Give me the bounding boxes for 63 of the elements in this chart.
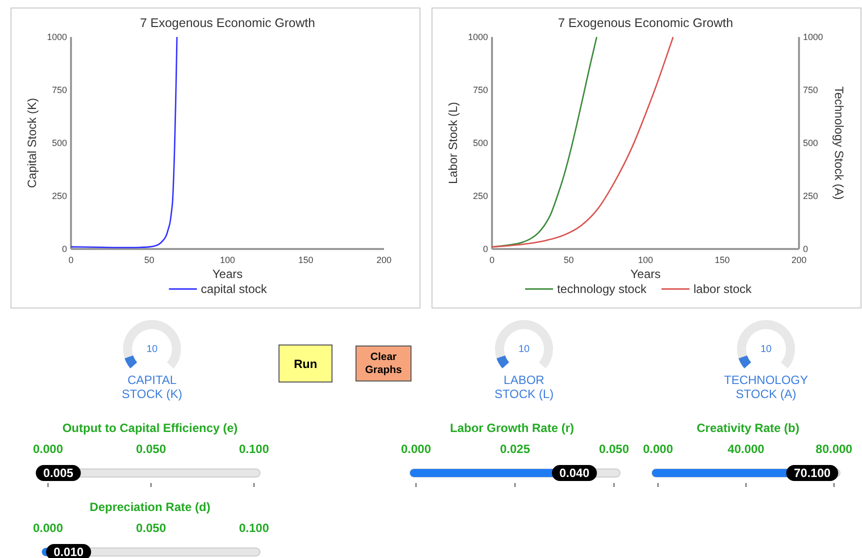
y2-tick-label: 750 [803,85,818,95]
text: 0.050 [598,442,630,456]
text: Creativity Rate (b) [696,421,800,435]
x-tick-label: 50 [564,255,574,265]
chart-title: 7 Exogenous Economic Growth [140,16,316,30]
x-axis-title: Years [212,267,243,281]
y-tick-label: 500 [472,138,488,148]
text: 0.000 [32,521,64,535]
text: 0.100 [238,442,270,456]
y-tick-label: 250 [472,191,488,201]
y2-tick-label: 250 [803,191,818,201]
text: 80.000 [816,442,853,456]
legend-label: capital stock [200,282,268,296]
x-tick-label: 200 [791,255,807,265]
text: 0.000 [642,442,674,456]
text: Depreciation Rate (d) [90,500,210,514]
y-tick-label: 250 [52,191,67,201]
legend-label: technology stock [557,282,648,296]
x-tick-label: 0 [489,255,495,265]
y-tick-label: 1000 [46,32,67,42]
y-tick-label: 0 [62,244,67,254]
y2-tick-label: 1000 [803,32,824,42]
y-tick-label: 750 [472,85,488,95]
y2-tick-label: 500 [803,138,818,148]
y-tick-label: 500 [52,138,67,148]
x-tick-label: 100 [220,255,236,265]
text: 0.100 [238,521,270,535]
y-axis-title: Labor Stock (L) [446,102,460,184]
legend-label: labor stock [694,282,753,296]
run-button: Run [278,344,332,382]
x-tick-label: 150 [298,255,314,265]
x-tick-label: 200 [376,255,392,265]
y-tick-label: 1000 [468,32,488,42]
y2-tick-label: 0 [803,244,808,254]
x-tick-label: 0 [68,255,74,265]
x-tick-label: 100 [638,255,654,265]
text: CAPITAL STOCK (K) [122,373,182,401]
y2-axis-title: Technology Stock (A) [832,86,846,200]
text: 0.000 [400,442,432,456]
text: 0.025 [500,442,530,456]
text: LABOR STOCK (L) [494,373,554,401]
y-axis-title: Capital Stock (K) [25,98,39,188]
chart-title: 7 Exogenous Economic Growth [558,16,734,30]
text: 70.100 [794,466,831,480]
text: 10 [760,344,772,355]
text: TECHNOLOGY STOCK (A) [724,373,808,401]
text: 0.040 [559,466,590,480]
text: 10 [146,344,158,355]
text: 0.005 [43,466,74,480]
text: 10 [518,344,530,355]
text: 40.000 [728,442,765,456]
clear-button: Clear Graphs [356,346,412,382]
x-tick-label: 50 [144,255,154,265]
text: 0.000 [32,442,64,456]
text: Output to Capital Efficiency (e) [62,421,238,435]
y-tick-label: 750 [52,85,67,95]
text: Labor Growth Rate (r) [450,421,574,435]
text: 0.050 [136,521,166,535]
y-tick-label: 0 [482,244,488,254]
text: 0.010 [54,545,84,558]
x-axis-title: Years [630,267,661,281]
text: 0.050 [136,442,166,456]
x-tick-label: 150 [714,255,730,265]
